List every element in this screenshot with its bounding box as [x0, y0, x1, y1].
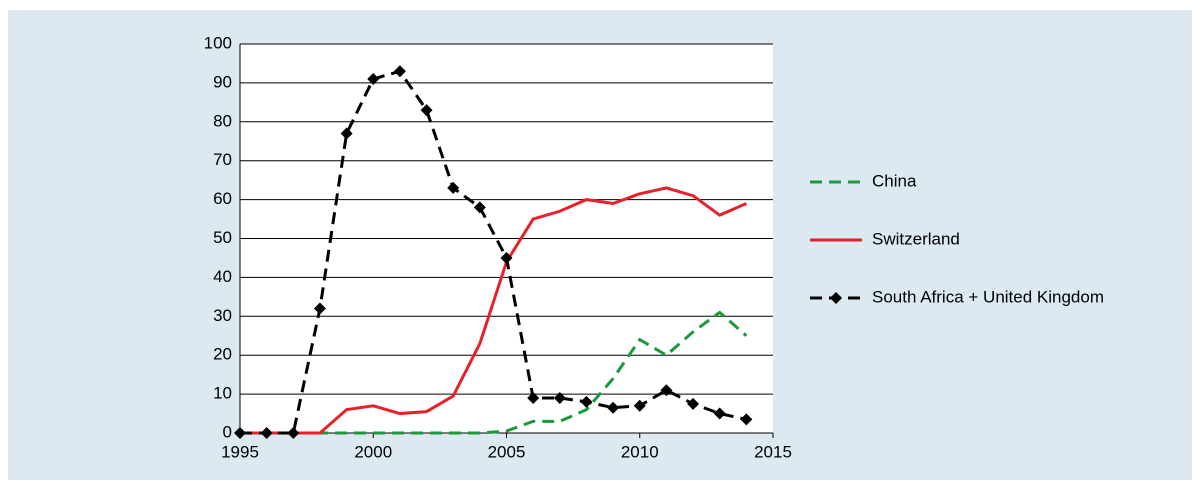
point-marker — [580, 395, 593, 408]
point-marker — [367, 73, 380, 86]
y-tick-label: 10 — [213, 384, 232, 403]
y-tick-label: 20 — [213, 345, 232, 364]
y-tick-label: 100 — [204, 33, 232, 52]
x-tick-label: 1995 — [221, 442, 259, 461]
y-tick-label: 60 — [213, 189, 232, 208]
point-marker — [633, 399, 646, 412]
y-tick-label: 30 — [213, 306, 232, 325]
y-tick-label: 80 — [213, 111, 232, 130]
point-marker — [660, 384, 673, 397]
point-marker — [287, 427, 300, 439]
point-marker — [393, 65, 406, 78]
point-marker — [713, 407, 726, 420]
point-marker — [234, 427, 246, 439]
legend-label: South Africa + United Kingdom — [872, 287, 1104, 306]
series-line — [240, 69, 747, 435]
x-tick-label: 2015 — [754, 442, 792, 461]
point-marker — [340, 127, 353, 140]
y-tick-label: 70 — [213, 150, 232, 169]
legend-label: Switzerland — [872, 229, 960, 248]
x-tick-label: 2010 — [621, 442, 659, 461]
x-tick-label: 2005 — [488, 442, 526, 461]
y-tick-label: 90 — [213, 72, 232, 91]
series-line — [240, 186, 747, 435]
y-tick-label: 0 — [223, 422, 232, 441]
point-marker — [740, 413, 753, 426]
legend-marker — [830, 292, 842, 304]
y-tick-label: 40 — [213, 267, 232, 286]
point-marker — [500, 251, 513, 264]
point-marker — [527, 391, 540, 404]
legend-label: China — [872, 171, 917, 190]
point-marker — [313, 302, 326, 315]
series-line — [240, 310, 748, 435]
y-tick-label: 50 — [213, 228, 232, 247]
point-marker — [553, 391, 566, 404]
x-tick-label: 2000 — [354, 442, 392, 461]
point-marker — [687, 397, 700, 410]
point-marker — [473, 201, 486, 214]
point-marker — [607, 401, 620, 414]
point-marker — [260, 427, 273, 439]
point-marker — [420, 104, 433, 117]
point-marker — [447, 181, 460, 194]
